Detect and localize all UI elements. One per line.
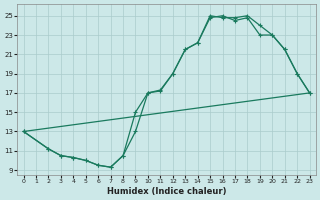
X-axis label: Humidex (Indice chaleur): Humidex (Indice chaleur)	[107, 187, 226, 196]
